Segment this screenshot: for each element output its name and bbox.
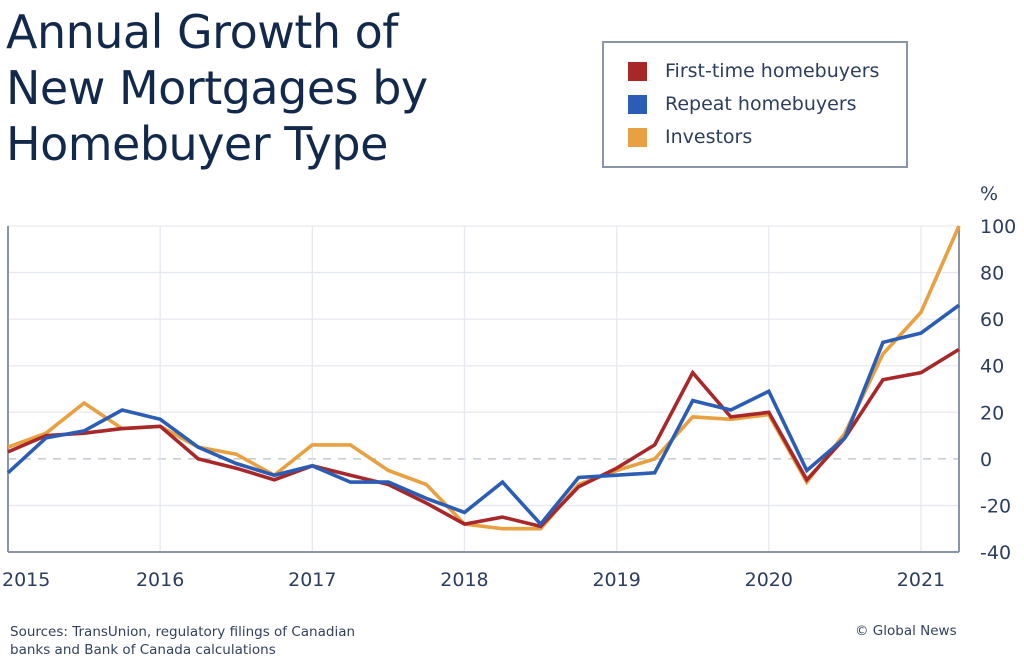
legend: First-time homebuyers Repeat homebuyers … [602, 41, 908, 168]
legend-swatch-repeat [628, 94, 647, 114]
y-tick-label: 60 [980, 309, 1004, 331]
legend-item-investors[interactable]: Investors [628, 126, 753, 148]
series-lines [6, 225, 961, 531]
y-tick-label: 100 [980, 216, 1016, 238]
legend-label-investors: Investors [665, 126, 753, 148]
source-line-2: banks and Bank of Canada calculations [10, 642, 276, 658]
series-line-investors [7, 225, 961, 531]
axes [7, 226, 960, 553]
chart-title-line-3: Homebuyer Type [6, 117, 388, 171]
credit: © Global News [855, 623, 957, 639]
series-line-repeat-homebuyers [6, 303, 961, 527]
y-tick-label: 20 [980, 402, 1004, 424]
legend-label-first-time: First-time homebuyers [665, 60, 880, 82]
x-tick-label: 2019 [592, 569, 640, 591]
y-tick-label: -20 [980, 495, 1011, 517]
source-line-1: Sources: TransUnion, regulatory filings … [10, 624, 356, 640]
x-tick-label: 2021 [897, 569, 945, 591]
grid [8, 225, 959, 552]
x-tick-label: 2015 [2, 569, 50, 591]
y-tick-labels: % 100 80 60 40 20 0 -20 -40 [980, 183, 1016, 564]
series-line-first-time-homebuyers [7, 347, 960, 529]
y-tick-label: 0 [980, 449, 992, 471]
chart-title-line-2: New Mortgages by [6, 61, 428, 115]
legend-swatch-first-time [628, 61, 647, 81]
y-tick-label: 40 [980, 356, 1004, 378]
x-tick-label: 2020 [745, 569, 793, 591]
source-note: Sources: TransUnion, regulatory filings … [10, 623, 355, 659]
legend-swatch-investors [628, 127, 647, 147]
y-axis-unit-label: % [980, 183, 998, 205]
legend-label-repeat: Repeat homebuyers [665, 93, 857, 115]
legend-item-first-time[interactable]: First-time homebuyers [628, 60, 880, 82]
y-tick-label: 80 [980, 263, 1004, 285]
x-tick-label: 2018 [440, 569, 488, 591]
x-tick-label: 2017 [288, 569, 336, 591]
legend-item-repeat[interactable]: Repeat homebuyers [628, 93, 857, 115]
x-tick-labels: 2015 2016 2017 2018 2019 2020 2021 [2, 569, 945, 591]
chart-title: Annual Growth of New Mortgages by Homebu… [6, 4, 428, 172]
x-tick-label: 2016 [136, 569, 184, 591]
chart-title-line-1: Annual Growth of [6, 5, 398, 59]
y-tick-label: -40 [980, 542, 1011, 564]
